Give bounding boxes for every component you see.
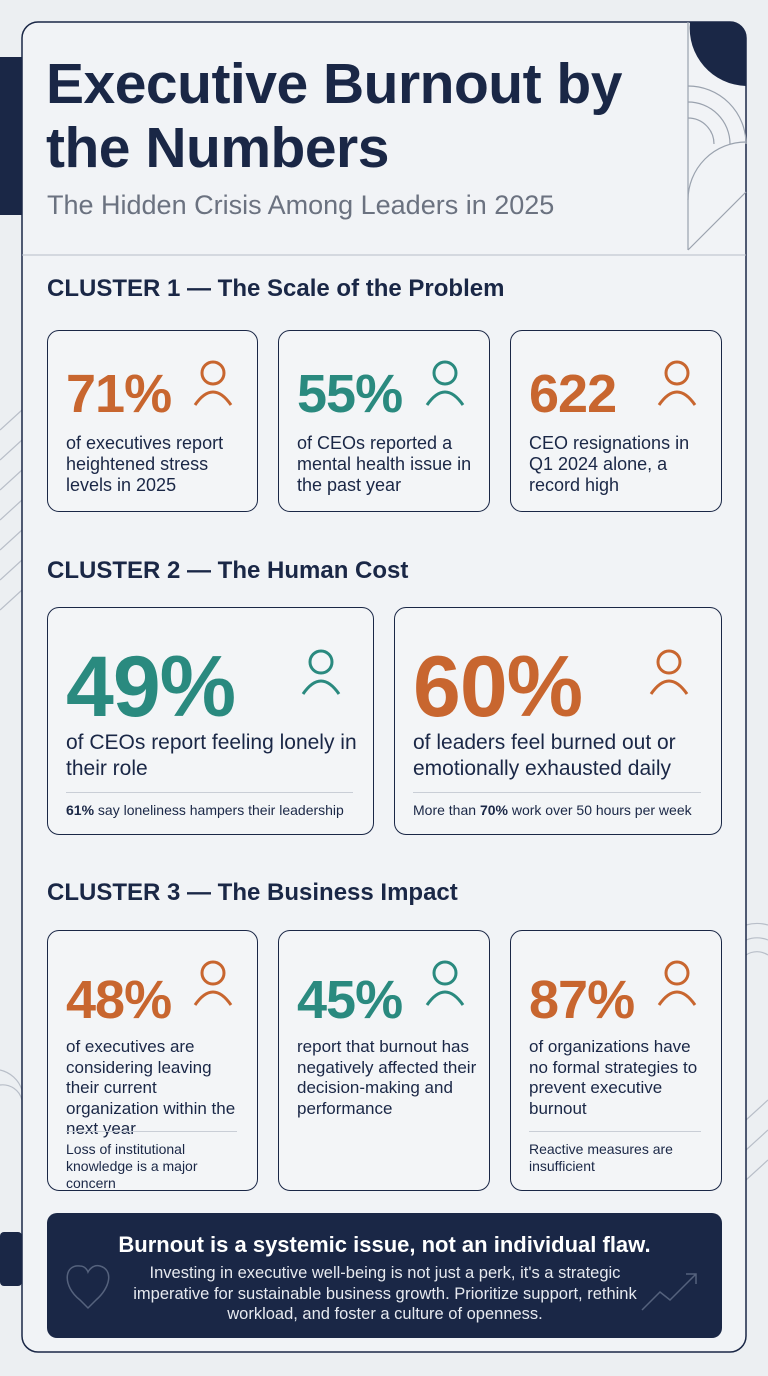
icon <box>193 360 233 406</box>
stat-card: 60% of leaders feel burned out or emotion… <box>394 607 722 835</box>
stat-value: 622 <box>529 364 617 424</box>
icon <box>657 960 697 1006</box>
stat-description: of CEOs reported a mental health issue i… <box>297 433 472 495</box>
banner-bg <box>47 1213 722 1338</box>
stat-value: 48% <box>66 970 172 1030</box>
stat-description: of leaders feel burned out or emotionall… <box>413 731 676 780</box>
note-divider <box>66 792 353 793</box>
stat-value: 87% <box>529 970 635 1030</box>
stat-value: 55% <box>297 364 403 424</box>
note-segment: More than <box>413 802 480 818</box>
stat-value: 49% <box>66 639 236 735</box>
banner-heading: Burnout is a systemic issue, not an indi… <box>118 1232 651 1257</box>
note-segment: 70% <box>479 802 508 818</box>
cluster-heading: CLUSTER 3 — The Business Impact <box>47 879 458 906</box>
stat-value: 71% <box>66 364 172 424</box>
banner-text: Investing in executive well-being is not… <box>133 1264 637 1323</box>
stat-card: 87% of organizations have no formal strat… <box>510 930 722 1191</box>
corner-pattern <box>687 22 747 251</box>
stat-note: Reactive measures are insufficient <box>529 1141 711 1175</box>
stat-description: report that burnout has negatively affec… <box>297 1037 477 1118</box>
stat-value: 45% <box>297 970 403 1030</box>
pattern <box>0 409 768 1181</box>
icon <box>657 360 697 406</box>
side-bar <box>0 57 22 215</box>
stat-note: More than 70% work over 50 hours per wee… <box>413 802 711 819</box>
stat-card: 49% of CEOs report feeling lonely in thei… <box>47 607 374 835</box>
note-segment: say loneliness hampers their leadership <box>94 802 344 818</box>
stat-description: CEO resignations in Q1 2024 alone, a rec… <box>529 433 690 495</box>
note-segment: 61% <box>66 802 95 818</box>
side-bar <box>0 1232 22 1286</box>
stat-note: Loss of institutional knowledge is a maj… <box>66 1141 247 1192</box>
stat-card: 622 CEO resignations in Q1 2024 alone, a … <box>510 330 722 512</box>
note-divider <box>66 1131 237 1132</box>
stat-card: 71% of executives report heightened stres… <box>47 330 258 512</box>
cluster-heading: CLUSTER 1 — The Scale of the Problem <box>47 275 505 302</box>
stat-description: of CEOs report feeling lonely in their r… <box>66 731 357 780</box>
note-divider <box>413 792 701 793</box>
banner-icons <box>66 1264 697 1311</box>
note-segment: work over 50 hours per week <box>507 802 692 818</box>
note-segment: Loss of institutional knowledge is a maj… <box>66 1141 198 1191</box>
icon <box>193 960 233 1006</box>
icon <box>425 360 465 406</box>
stat-card: 45% report that burnout has negatively af… <box>278 930 490 1191</box>
stat-description: of executives are considering leaving th… <box>66 1037 236 1138</box>
icon <box>425 960 465 1006</box>
note-segment: Reactive measures are insufficient <box>529 1141 673 1174</box>
corner-shape <box>689 22 746 86</box>
note-divider <box>529 1131 701 1132</box>
icon <box>649 649 689 695</box>
stat-card: 48% of executives are considering leaving… <box>47 930 258 1191</box>
stat-card: 55% of CEOs reported a mental health issu… <box>278 330 490 512</box>
stat-note: 61% say loneliness hampers their leaders… <box>66 802 363 819</box>
stat-value: 60% <box>413 639 583 735</box>
stat-description: of executives report heightened stress l… <box>66 433 224 495</box>
cluster-heading: CLUSTER 2 — The Human Cost <box>47 557 409 584</box>
stat-description: of organizations have no formal strategi… <box>529 1037 698 1118</box>
title: Executive Burnout by the Numbers <box>46 52 622 180</box>
icon <box>301 649 341 695</box>
subtitle: The Hidden Crisis Among Leaders in 2025 <box>47 190 555 220</box>
